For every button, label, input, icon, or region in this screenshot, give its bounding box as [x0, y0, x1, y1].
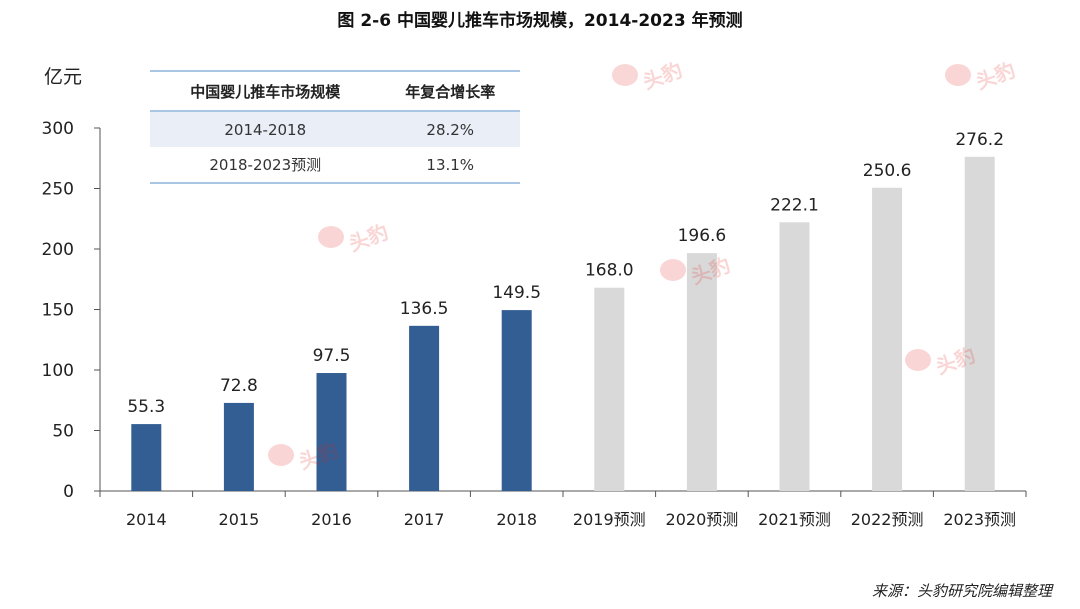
cagr-table-header-cagr: 年复合增长率 — [380, 70, 520, 112]
chart-title: 图 2-6 中国婴儿推车市场规模，2014-2023 年预测 — [337, 11, 743, 31]
cagr-table-period: 2018-2023预测 — [150, 147, 381, 184]
watermark-text: 头豹 — [932, 342, 979, 380]
bar — [501, 310, 532, 491]
x-tick-label: 2015 — [219, 510, 260, 529]
cagr-table-period: 2014-2018 — [150, 111, 381, 147]
bar-value-label: 97.5 — [313, 346, 351, 366]
bar-value-label: 149.5 — [492, 283, 541, 303]
x-tick-label: 2020预测 — [666, 510, 739, 529]
watermark-logo: 头豹 — [268, 438, 341, 474]
bar-value-label: 276.2 — [955, 130, 1004, 150]
bar-value-label: 222.1 — [770, 195, 819, 215]
x-tick-label: 2023预测 — [943, 510, 1016, 529]
bar-value-label: 168.0 — [585, 261, 634, 281]
leopard-logo-icon — [318, 225, 344, 248]
watermark-text: 头豹 — [639, 57, 686, 95]
bar-value-label: 196.6 — [678, 226, 727, 246]
y-tick-label: 150 — [42, 301, 74, 321]
watermark-logo: 头豹 — [945, 58, 1018, 94]
bar — [131, 424, 162, 491]
y-tick-label: 50 — [52, 422, 74, 442]
y-tick-label: 0 — [63, 482, 74, 502]
cagr-table-header-row: 中国婴儿推车市场规模 年复合增长率 — [150, 70, 520, 112]
x-tick-label: 2019预测 — [573, 510, 646, 529]
leopard-logo-icon — [945, 63, 971, 86]
bar-value-label: 250.6 — [863, 161, 912, 181]
bar — [223, 402, 254, 491]
cagr-table-value: 28.2% — [380, 111, 520, 147]
watermark-text: 头豹 — [345, 219, 392, 257]
x-tick-label: 2021预测 — [758, 510, 831, 529]
leopard-logo-icon — [905, 348, 931, 371]
bar — [316, 373, 347, 491]
x-tick-label: 2018 — [496, 510, 537, 529]
x-tick-label: 2017 — [404, 510, 445, 529]
watermark-text: 头豹 — [295, 437, 342, 475]
cagr-table-value: 13.1% — [380, 147, 520, 184]
leopard-logo-icon — [660, 258, 686, 281]
x-tick-label: 2022预测 — [851, 510, 924, 529]
bar — [594, 287, 625, 491]
x-tick-label: 2014 — [126, 510, 167, 529]
leopard-logo-icon — [268, 443, 294, 466]
y-tick-label: 300 — [42, 119, 74, 139]
bar-value-label: 55.3 — [127, 397, 165, 417]
watermark-logo: 头豹 — [318, 220, 391, 256]
cagr-table-header-market: 中国婴儿推车市场规模 — [150, 70, 381, 112]
x-tick-label: 2016 — [311, 510, 352, 529]
table-row: 2018-2023预测 13.1% — [150, 147, 520, 184]
bar-value-label: 72.8 — [220, 376, 258, 396]
bar — [872, 187, 903, 492]
bar-value-label: 136.5 — [400, 299, 449, 319]
watermark-text: 头豹 — [687, 252, 734, 290]
y-tick-label: 200 — [42, 240, 74, 260]
bar — [409, 325, 440, 491]
watermark-logo: 头豹 — [660, 253, 733, 289]
y-tick-label: 250 — [42, 180, 74, 200]
watermark-logo: 头豹 — [612, 58, 685, 94]
watermark-text: 头豹 — [972, 57, 1019, 95]
source-note: 来源：头豹研究院编辑整理 — [871, 582, 1052, 600]
bar — [964, 156, 995, 491]
bar — [686, 253, 717, 491]
cagr-table: 中国婴儿推车市场规模 年复合增长率 2014-2018 28.2% 2018-2… — [150, 70, 520, 184]
table-row: 2014-2018 28.2% — [150, 111, 520, 147]
y-tick-label: 100 — [42, 361, 74, 381]
bar — [779, 222, 810, 491]
leopard-logo-icon — [612, 63, 638, 86]
y-axis-unit-label: 亿元 — [44, 66, 83, 88]
watermark-logo: 头豹 — [905, 343, 978, 379]
